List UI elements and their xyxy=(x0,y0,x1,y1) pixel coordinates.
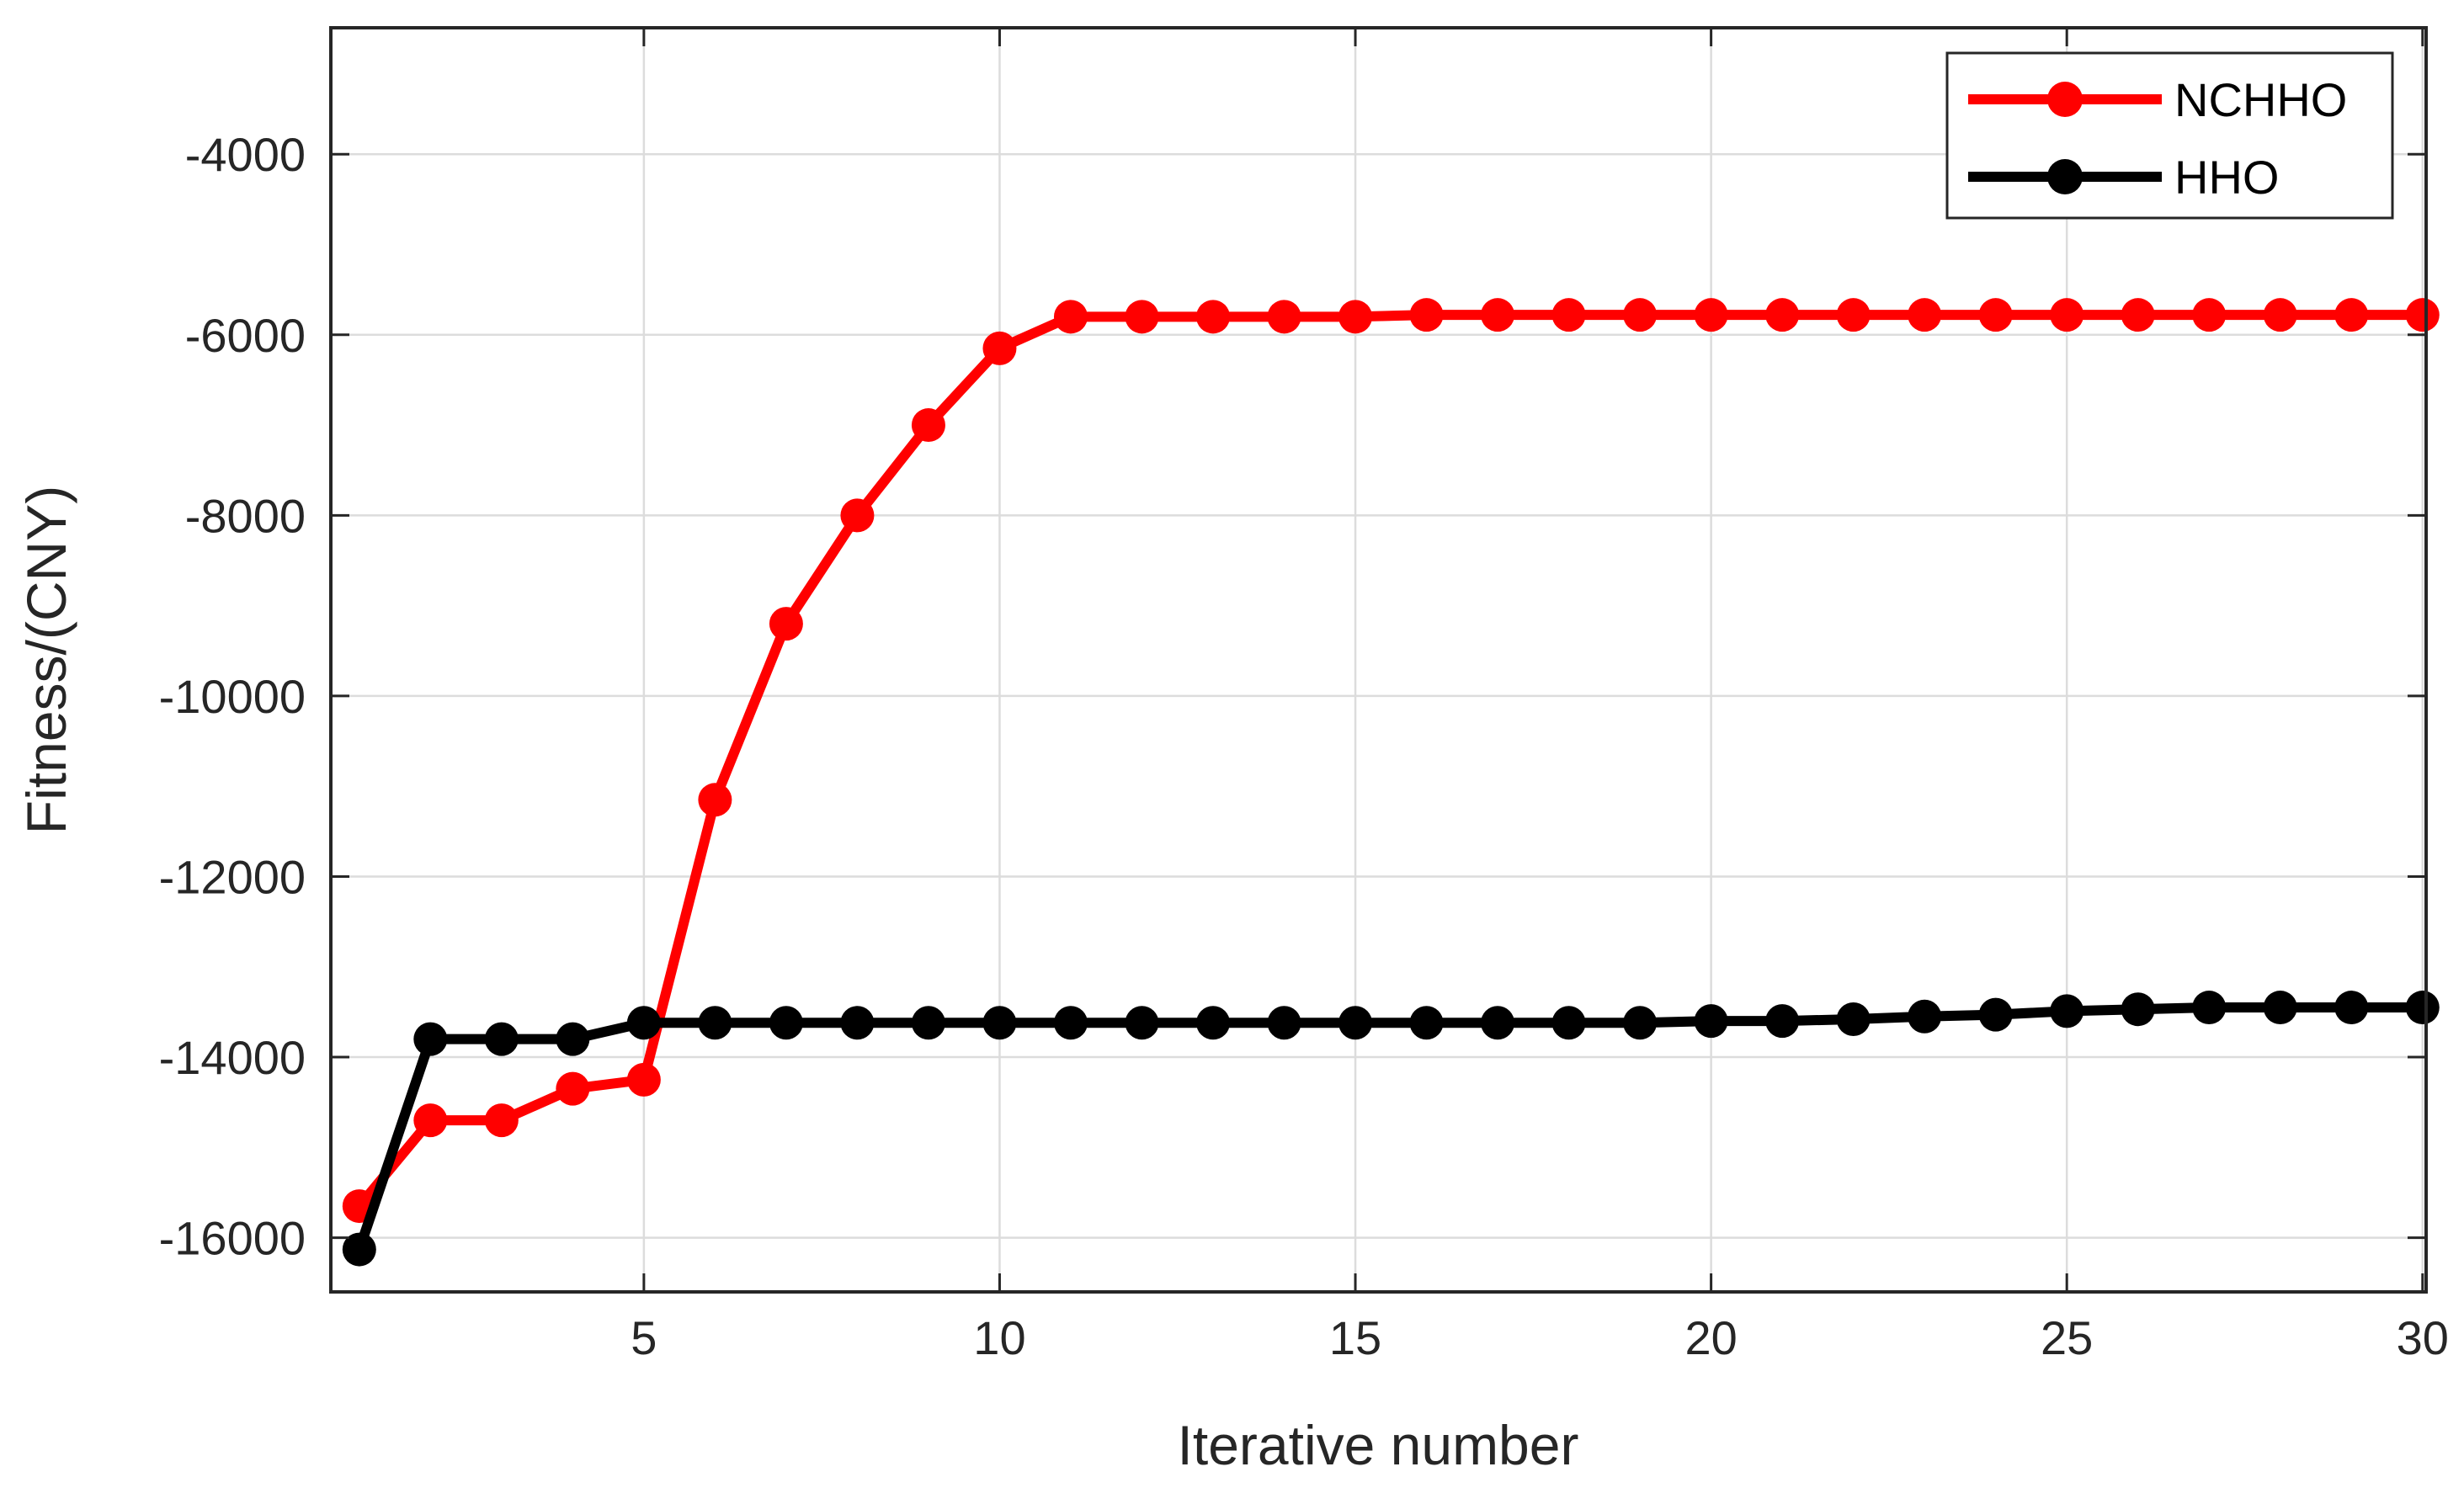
data-point-hho xyxy=(2263,991,2297,1025)
series-hho xyxy=(342,991,2440,1267)
data-point-hho xyxy=(982,1006,1017,1040)
data-point-hho xyxy=(2334,991,2369,1025)
y-tick-label: -14000 xyxy=(159,1031,306,1084)
data-point-nchho xyxy=(982,331,1017,365)
data-point-nchho xyxy=(1267,300,1301,334)
data-point-nchho xyxy=(1125,300,1159,334)
data-point-nchho xyxy=(1623,298,1658,332)
y-tick-label: -8000 xyxy=(185,489,306,542)
y-tick-label: -4000 xyxy=(185,128,306,181)
series-line-nchho xyxy=(355,310,2423,1209)
data-point-hho xyxy=(911,1006,945,1040)
series-lines xyxy=(342,298,2440,1267)
data-point-hho xyxy=(1267,1006,1301,1040)
x-tick-label: 10 xyxy=(973,1311,1025,1364)
data-point-nchho xyxy=(840,498,875,533)
x-tick-label: 5 xyxy=(631,1311,657,1364)
y-tick-label: -10000 xyxy=(159,670,306,723)
data-point-hho xyxy=(769,1006,803,1040)
data-point-nchho xyxy=(2121,298,2155,332)
data-point-nchho xyxy=(626,1062,661,1097)
x-tick-label: 30 xyxy=(2397,1311,2449,1364)
y-axis-label: Fitness/(CNY) xyxy=(15,486,77,834)
data-point-nchho xyxy=(1908,298,1942,332)
data-point-nchho xyxy=(556,1071,590,1106)
y-tick-label: -16000 xyxy=(159,1212,306,1265)
data-point-hho xyxy=(2405,991,2440,1025)
data-point-hho xyxy=(484,1022,519,1056)
data-point-nchho xyxy=(2050,298,2084,332)
data-point-nchho xyxy=(911,408,945,443)
data-point-nchho xyxy=(1836,298,1871,332)
legend-marker-hho xyxy=(2047,159,2083,194)
data-point-hho xyxy=(2050,994,2084,1028)
data-point-hho xyxy=(413,1022,448,1056)
data-point-nchho xyxy=(1338,300,1373,334)
data-point-hho xyxy=(1694,1004,1728,1039)
data-point-nchho xyxy=(698,783,732,817)
data-point-hho xyxy=(2192,991,2227,1025)
data-point-nchho xyxy=(1053,300,1088,334)
data-point-nchho xyxy=(413,1103,448,1138)
data-point-nchho xyxy=(1978,298,2013,332)
axis-ticks: 5 10 15 20 25 30 -16000 -14000 -12000 -10000 -8000… xyxy=(159,28,2449,1364)
data-point-nchho xyxy=(2192,298,2227,332)
x-axis-label: Iterative number xyxy=(1178,1414,1579,1476)
data-point-nchho xyxy=(1765,298,1800,332)
legend-label-nchho: NCHHO xyxy=(2174,73,2347,126)
data-point-hho xyxy=(1908,999,1942,1034)
legend-marker-nchho xyxy=(2047,82,2083,117)
data-point-hho xyxy=(1053,1006,1088,1040)
data-point-nchho xyxy=(2334,298,2369,332)
data-point-nchho xyxy=(2405,298,2440,332)
series-nchho xyxy=(342,298,2440,1224)
data-point-nchho xyxy=(484,1103,519,1138)
data-point-hho xyxy=(1765,1004,1800,1039)
data-point-nchho xyxy=(769,607,803,641)
data-point-hho xyxy=(840,1006,875,1040)
data-point-nchho xyxy=(1694,298,1728,332)
data-point-hho xyxy=(1836,1002,1871,1036)
data-point-hho xyxy=(556,1022,590,1056)
y-tick-label: -6000 xyxy=(185,309,306,362)
data-point-nchho xyxy=(1196,300,1230,334)
legend: NCHHO HHO xyxy=(1945,51,2394,220)
data-point-hho xyxy=(1196,1006,1230,1040)
legend-box xyxy=(1945,51,2394,220)
data-point-hho xyxy=(1481,1006,1515,1040)
x-tick-label: 25 xyxy=(2041,1311,2093,1364)
x-tick-label: 15 xyxy=(1329,1311,1381,1364)
data-point-hho xyxy=(1623,1006,1658,1040)
data-point-hho xyxy=(342,1232,376,1267)
data-point-hho xyxy=(1978,997,2013,1032)
data-point-hho xyxy=(1125,1006,1159,1040)
data-point-nchho xyxy=(1409,298,1444,332)
data-point-nchho xyxy=(2263,298,2297,332)
data-point-hho xyxy=(1409,1006,1444,1040)
series-line-hho xyxy=(354,1002,2423,1252)
plot-frame xyxy=(329,26,2428,1294)
data-point-hho xyxy=(1551,1006,1586,1040)
x-tick-label: 20 xyxy=(1684,1311,1737,1364)
data-point-hho xyxy=(1338,1006,1373,1040)
y-tick-label: -12000 xyxy=(159,850,306,903)
data-point-nchho xyxy=(1481,298,1515,332)
data-point-nchho xyxy=(1551,298,1586,332)
legend-label-hho: HHO xyxy=(2174,151,2279,204)
data-point-hho xyxy=(626,1006,661,1040)
data-point-hho xyxy=(698,1006,732,1040)
data-point-hho xyxy=(2121,992,2155,1027)
